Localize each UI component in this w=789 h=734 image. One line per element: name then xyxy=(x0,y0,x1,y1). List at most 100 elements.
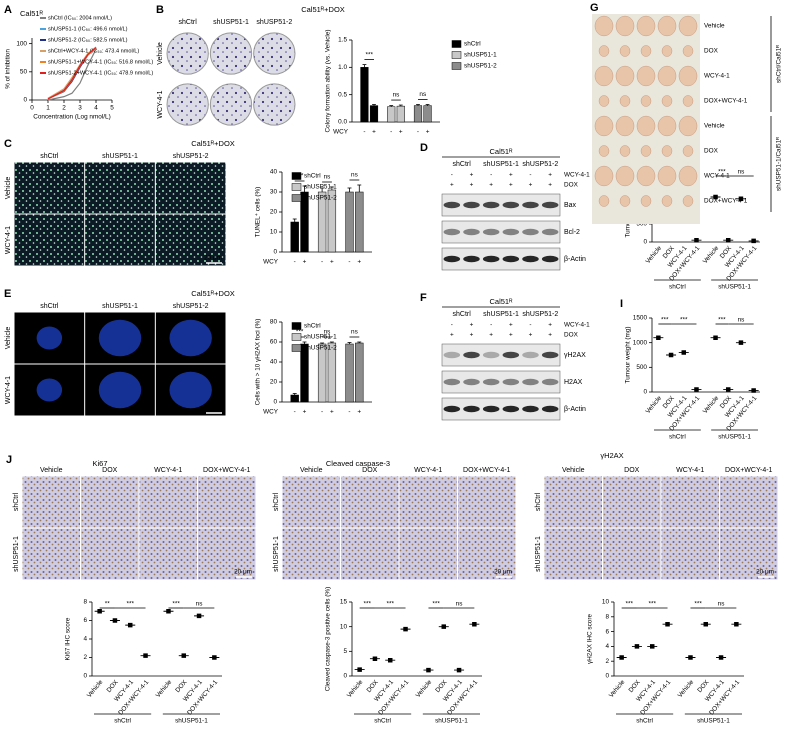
significance-label: *** xyxy=(364,601,372,608)
legend-swatch xyxy=(291,322,302,330)
x-tick-label: + xyxy=(399,129,403,136)
group-label: shCtrl xyxy=(669,434,686,441)
significance-label: *** xyxy=(680,317,688,324)
bar xyxy=(396,105,405,123)
group-mean xyxy=(194,613,205,619)
band-label: Bcl-2 xyxy=(564,229,580,236)
blot-band xyxy=(443,405,461,413)
image-row-label: shCtrl xyxy=(13,492,20,511)
treatment-sign: + xyxy=(509,322,513,329)
significance-label: ns xyxy=(324,329,331,336)
image-column-label: Vehicle xyxy=(300,467,323,474)
blot-band xyxy=(522,405,539,413)
y-tick-label: 2 xyxy=(83,654,87,661)
micrograph xyxy=(341,476,399,528)
group-mean xyxy=(125,622,136,628)
x-tick-label: 0 xyxy=(30,105,34,112)
tumour xyxy=(678,165,698,187)
tumour xyxy=(636,115,656,137)
x-tick-label: 2 xyxy=(62,105,66,112)
micrograph xyxy=(85,162,155,214)
treatment-sign: + xyxy=(509,172,513,179)
significance-label: *** xyxy=(661,317,669,324)
image-row-label: WCY-4-1 xyxy=(5,226,12,254)
image-column-label: shCtrl xyxy=(179,19,198,26)
blot-band xyxy=(502,405,520,413)
treatment-sign: + xyxy=(509,182,513,189)
bar xyxy=(413,105,423,123)
y-tick-label: 0 xyxy=(273,399,277,406)
blot-band xyxy=(541,351,559,359)
micrograph xyxy=(22,528,80,580)
lane-group-label: shCtrl xyxy=(453,161,472,168)
group-label: shUSP51-1 xyxy=(718,284,751,291)
micrograph xyxy=(282,528,340,580)
micrograph xyxy=(81,476,139,528)
group-label: shCtrl xyxy=(374,718,391,725)
blot-strip xyxy=(441,193,561,217)
chart-title: Cal51ᴿ+DOX xyxy=(301,5,345,14)
blot-band xyxy=(443,201,461,209)
x-axis-label: WCY xyxy=(263,409,279,416)
group-mean xyxy=(423,667,434,673)
treatment-sign: + xyxy=(470,322,474,329)
significance-label: ns xyxy=(351,172,358,179)
treatment-label: DOX+WCY-4-1 xyxy=(704,198,748,205)
group-mean xyxy=(678,350,689,355)
dish-image xyxy=(209,32,253,75)
image-row-label: shCtrl xyxy=(535,492,542,511)
legend-swatch xyxy=(451,51,462,59)
significance-label: ** xyxy=(105,601,110,608)
micrograph xyxy=(155,162,226,214)
image-column-label: DOX+WCY-4-1 xyxy=(203,467,251,474)
group-mean xyxy=(723,387,734,392)
legend-label: shUSP51-2 xyxy=(304,345,337,352)
micrograph xyxy=(85,214,155,266)
tumour xyxy=(598,95,610,107)
group-mean xyxy=(748,388,759,393)
tumour xyxy=(657,65,677,87)
legend-swatch xyxy=(291,172,302,180)
y-tick-label: 4 xyxy=(605,643,609,650)
tumour xyxy=(615,15,635,37)
micrograph xyxy=(720,528,778,580)
legend-label: shUSP51-2 xyxy=(304,195,337,202)
significance-label: *** xyxy=(387,601,395,608)
group-mean xyxy=(662,621,673,627)
y-tick-label: 8 xyxy=(605,613,609,620)
treatment-sign: - xyxy=(451,172,453,179)
x-tick-label: Vehicle xyxy=(677,679,696,700)
image-column-label: shUSP51-2 xyxy=(173,153,209,160)
group-label: shCtrl xyxy=(669,284,686,291)
blot-band xyxy=(502,351,520,359)
bar xyxy=(423,105,432,123)
x-axis-label: WCY xyxy=(333,129,349,136)
micrograph xyxy=(14,162,85,214)
image-column-label: shUSP51-2 xyxy=(173,303,209,310)
legend-label: shUSP51-1 xyxy=(304,184,337,191)
legend-label: shCtrl (IC₅₀: 2004 nmol/L) xyxy=(48,15,112,21)
blot-band xyxy=(443,255,461,263)
treatment-sign: + xyxy=(470,332,474,339)
blot-band xyxy=(463,378,480,386)
y-tick-label: 40 xyxy=(270,359,278,366)
y-tick-label: 0 xyxy=(643,389,647,396)
blot-band xyxy=(502,378,520,386)
bar xyxy=(360,67,369,123)
scale-bar-label: 20 μm xyxy=(234,569,252,576)
image-column-label: Vehicle xyxy=(40,467,63,474)
panel-title: Cleaved caspase-3 xyxy=(326,459,390,468)
y-tick-label: 1000 xyxy=(633,339,648,346)
x-tick-label: Vehicle xyxy=(702,245,721,266)
group-mean xyxy=(735,196,746,202)
group-mean xyxy=(700,621,711,627)
bar xyxy=(345,343,354,403)
panel-label: A xyxy=(4,4,12,16)
group-mean xyxy=(735,340,746,345)
x-tick-label: 1 xyxy=(46,105,50,112)
image-row-label: shUSP51-1 xyxy=(535,536,542,572)
band-label: β-Actin xyxy=(564,406,586,413)
image-column-label: shCtrl xyxy=(40,153,59,160)
x-tick-label: Vehicle xyxy=(155,679,174,700)
blot-strip xyxy=(441,220,561,244)
